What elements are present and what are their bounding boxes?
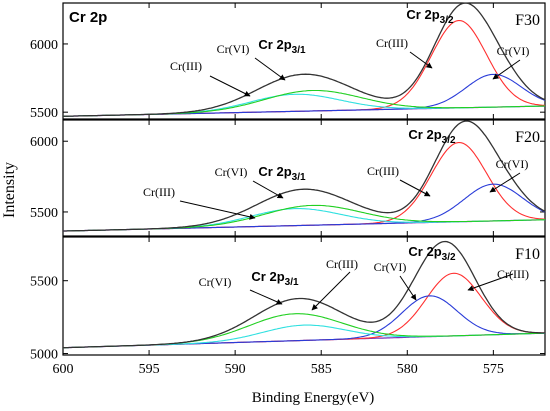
- annotation-arrow: [249, 289, 283, 305]
- annotation-arrow: [467, 273, 514, 292]
- species-label: Cr(VI): [497, 44, 530, 58]
- y-tick-label: 5500: [30, 275, 58, 290]
- annotation-arrow: [399, 275, 417, 301]
- peak-cr2p32-VI: [62, 73, 546, 117]
- peak-title-label: Cr 2p3/2: [408, 127, 456, 146]
- y-tick-label: 5000: [30, 348, 58, 363]
- peak-cr2p32-III: [63, 272, 545, 349]
- x-axis: 600 595 590 585 580 575: [53, 362, 504, 377]
- envelope-line: [63, 120, 546, 232]
- peak-cr2p32-VI: [63, 183, 546, 232]
- envelope-line: [63, 240, 545, 349]
- y-tick-label: 5500: [30, 106, 58, 121]
- peak-title-label: Cr 2p3/2: [408, 244, 456, 263]
- peak-cr2p12-III: [62, 93, 546, 117]
- panel-f10: 5000 5500 F10 Cr 2p3/2 Cr 2p3/1 Cr(VI) Cr(III)…: [30, 236, 546, 363]
- x-tick-label: 575: [483, 362, 504, 377]
- panel-f20: 5500 6000 F20 Cr 2p3/2 Cr 2p3/1 Cr(III) Cr(VI)…: [30, 119, 546, 237]
- x-tick-label: 600: [53, 362, 74, 377]
- species-label: Cr(III): [376, 36, 408, 50]
- peak-cr2p32-VI: [63, 295, 546, 349]
- panels-layer: 5500 6000 F30 Cr 2p Cr 2p3/2 Cr 2p3/1 Cr(III) C…: [30, 2, 546, 377]
- x-tick-label: 585: [311, 362, 332, 377]
- peak-cr2p12-III: [63, 208, 546, 232]
- annotation-arrow: [209, 75, 251, 97]
- peak-title-label: Cr 2p3/1: [258, 164, 306, 183]
- x-tick-label: 595: [139, 362, 160, 377]
- x-axis-label: Binding Energy(eV): [252, 390, 375, 406]
- species-label: Cr(III): [143, 185, 175, 199]
- annotation-arrow: [254, 57, 286, 81]
- panel-frame: [62, 119, 546, 237]
- annotation-arrow: [399, 179, 431, 197]
- y-tick-label: 6000: [30, 135, 58, 150]
- y-tick-label: 5500: [30, 206, 58, 221]
- peak-title-label: Cr 2p3/2: [406, 7, 454, 26]
- panel-frame: [62, 236, 546, 356]
- species-label: Cr(III): [326, 257, 358, 271]
- peak-cr2p12-III: [63, 324, 546, 349]
- species-label: Cr(VI): [217, 42, 250, 56]
- peak-title-label: Cr 2p3/1: [258, 37, 306, 56]
- sample-label: F10: [515, 246, 540, 263]
- peak-cr2p32-III: [63, 142, 545, 232]
- species-label: Cr(VI): [199, 275, 232, 289]
- species-label: Cr(VI): [215, 165, 248, 179]
- annotation-arrow: [179, 200, 256, 220]
- y-tick-label: 6000: [30, 38, 58, 53]
- species-label: Cr(III): [367, 164, 399, 178]
- annotation-arrow: [252, 180, 284, 199]
- y-axis-label: Intensity: [1, 162, 18, 218]
- x-tick-label: 590: [225, 362, 246, 377]
- species-label: Cr(VI): [496, 157, 529, 171]
- peak-cr2p12-VI: [63, 313, 546, 349]
- annotation-arrow: [409, 51, 433, 69]
- species-label: Cr(III): [170, 59, 202, 73]
- figure-label: Cr 2p: [69, 9, 107, 26]
- annotation-arrow: [489, 172, 521, 193]
- species-label: Cr(VI): [374, 260, 407, 274]
- peak-title-label: Cr 2p3/1: [251, 269, 299, 288]
- sample-label: F30: [515, 12, 540, 29]
- annotation-arrow: [311, 271, 351, 311]
- peak-cr2p32-III: [62, 20, 546, 117]
- sample-label: F20: [515, 129, 540, 146]
- envelope-line: [62, 2, 546, 117]
- panel-f30: 5500 6000 F30 Cr 2p Cr 2p3/2 Cr 2p3/1 Cr(III) C…: [30, 2, 546, 121]
- annotation-arrow: [492, 59, 521, 80]
- panel-frame: [62, 2, 546, 120]
- x-tick-label: 580: [397, 362, 418, 377]
